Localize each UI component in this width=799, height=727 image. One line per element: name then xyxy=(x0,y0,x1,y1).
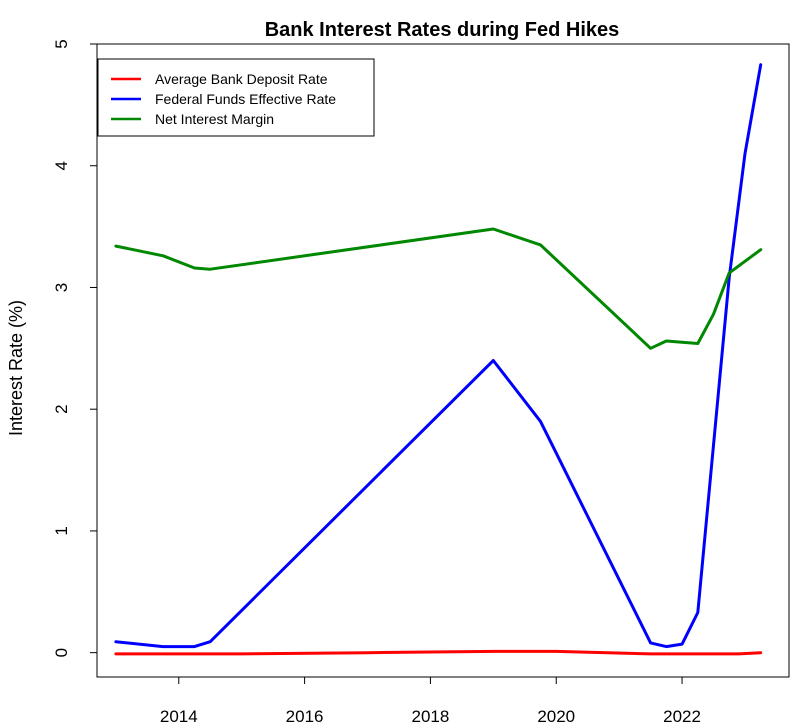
legend-label-deposit: Average Bank Deposit Rate xyxy=(155,71,328,87)
y-tick-label: 0 xyxy=(52,648,71,657)
y-axis-label: Interest Rate (%) xyxy=(6,300,26,436)
axes: 2014 2016 2018 2020 2022 0 1 2 3 4 5 xyxy=(52,39,701,726)
x-tick-label: 2020 xyxy=(537,707,575,726)
y-tick-label: 2 xyxy=(52,404,71,413)
series-line-1 xyxy=(114,63,763,649)
legend-box xyxy=(97,58,375,137)
x-tick-label: 2014 xyxy=(160,707,198,726)
series-lines xyxy=(114,63,763,656)
legend: Average Bank Deposit Rate Federal Funds … xyxy=(97,58,375,137)
legend-label-fed-funds: Federal Funds Effective Rate xyxy=(155,91,336,107)
legend-label-nim: Net Interest Margin xyxy=(155,111,274,127)
chart-title: Bank Interest Rates during Fed Hikes xyxy=(265,19,620,41)
series-line-2 xyxy=(114,227,763,350)
y-tick-label: 4 xyxy=(52,161,71,170)
y-tick-label: 3 xyxy=(52,283,71,292)
x-tick-label: 2018 xyxy=(412,707,450,726)
x-tick-label: 2016 xyxy=(286,707,324,726)
y-tick-label: 1 xyxy=(52,526,71,535)
series-line-0 xyxy=(114,649,763,656)
plot-frame xyxy=(96,43,790,678)
x-tick-label: 2022 xyxy=(663,707,701,726)
y-tick-label: 5 xyxy=(52,39,71,48)
